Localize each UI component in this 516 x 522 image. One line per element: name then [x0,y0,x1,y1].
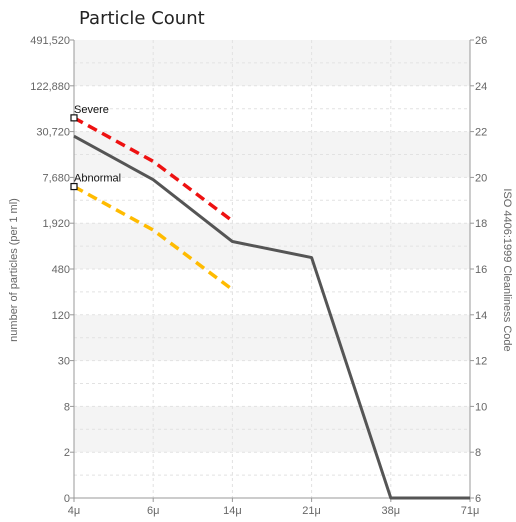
y-tick-label: 7,680 [42,172,70,184]
y2-tick-label: 22 [475,127,487,139]
y2-tick-label: 16 [475,264,487,276]
x-tick-label: 6μ [147,505,159,517]
y-tick-label: 0 [64,493,70,505]
series-line-0 [73,134,470,500]
x-tick-label: 21μ [302,505,321,517]
y2-tick-label: 18 [475,218,487,230]
tick-labels: 0 2 8 30 120 480 1,920 7,680 30,720 122,880 491,52… [30,35,487,517]
y2-tick-label: 8 [475,447,481,459]
y2-tick-label: 6 [475,493,481,505]
y2-tick-label: 24 [475,81,487,93]
y-tick-label: 8 [64,401,70,413]
y-tick-label: 30,720 [36,127,70,139]
series-lines [73,116,470,500]
annotation-marker [70,114,78,122]
annotation-marker [70,182,78,191]
y2-tick-label: 14 [475,310,487,322]
y2-axis-label: ISO 4406:1999 Cleanliness Code [501,188,513,351]
annotations: Severe Abnormal [70,104,121,191]
x-tick-label: 14μ [223,505,242,517]
y-tick-label: 2 [64,447,70,459]
y-tick-label: 480 [52,264,70,276]
grid-lines [74,40,470,498]
y-tick-label: 122,880 [30,81,70,93]
y-tick-label: 120 [52,310,70,322]
y2-tick-label: 26 [475,35,487,47]
y2-tick-label: 10 [475,401,487,413]
y-tick-label: 491,520 [30,35,70,47]
chart-title: Particle Count [79,8,205,29]
y2-tick-label: 20 [475,172,487,184]
y-tick-label: 1,920 [42,218,70,230]
annotation-label: Abnormal [74,173,121,185]
x-tick-label: 4μ [68,505,80,517]
y-axis-label: number of particles (per 1 ml) [8,198,20,342]
annotation-label: Severe [74,104,109,116]
y2-tick-label: 12 [475,356,487,368]
x-tick-label: 71μ [461,505,480,517]
x-tick-label: 38μ [382,505,401,517]
y-tick-label: 30 [58,356,70,368]
